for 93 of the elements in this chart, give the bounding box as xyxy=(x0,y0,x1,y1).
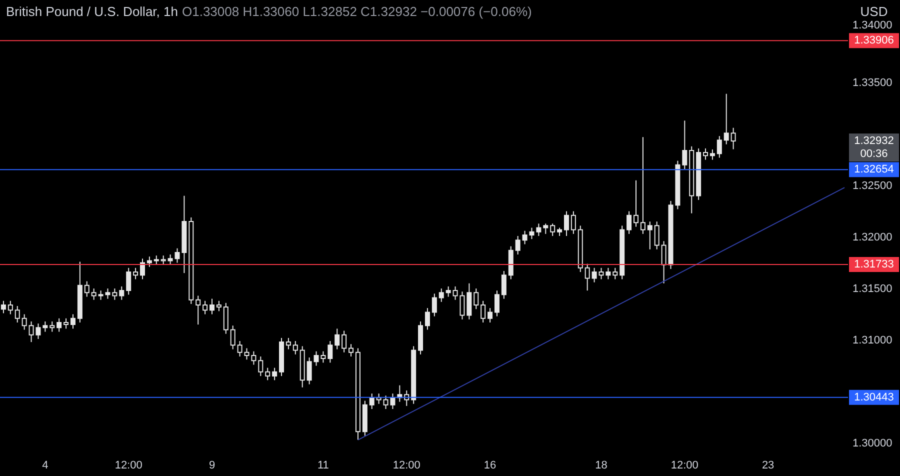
candlestick xyxy=(654,221,660,250)
candlestick xyxy=(265,367,270,381)
chart-subtitle: O1.33008 H1.33060 L1.32852 C1.32932 −0.00076 (−0.06%) xyxy=(182,4,532,19)
y-tick-label: 1.30000 xyxy=(852,438,892,450)
ref-line-label: 1.33906 xyxy=(854,34,894,47)
candlestick xyxy=(348,344,354,357)
candlestick xyxy=(50,320,55,332)
chart-title: British Pound / U.S. Dollar, 1h xyxy=(6,4,178,19)
candlestick xyxy=(564,210,569,236)
candlestick xyxy=(710,148,715,160)
candlestick xyxy=(292,340,298,355)
candlestick xyxy=(306,357,312,385)
candlestick xyxy=(42,320,48,332)
candlestick xyxy=(466,282,472,320)
candlestick xyxy=(216,300,222,312)
candlestick xyxy=(64,318,69,330)
y-tick-label: 1.34000 xyxy=(852,20,892,32)
candlestick xyxy=(237,340,242,357)
x-tick-label: 12:00 xyxy=(670,460,698,472)
candlestick xyxy=(22,314,27,330)
candlestick xyxy=(84,280,90,298)
candlestick xyxy=(8,300,13,315)
candlestick xyxy=(536,223,542,236)
candlestick xyxy=(446,286,451,298)
candlestick xyxy=(626,210,632,234)
candlestick xyxy=(334,328,340,350)
candlestick xyxy=(432,293,437,317)
candlestick xyxy=(606,267,611,280)
candlestick xyxy=(202,300,208,315)
candlestick xyxy=(369,393,374,410)
candlestick xyxy=(133,267,138,280)
candlestick xyxy=(640,136,646,234)
candlestick xyxy=(210,298,214,315)
x-tick-label: 9 xyxy=(208,460,216,472)
candlestick xyxy=(160,255,166,266)
candlestick xyxy=(119,286,124,300)
candlestick xyxy=(488,308,493,323)
candlestick xyxy=(494,290,500,317)
candlestick xyxy=(342,330,347,353)
candlestick xyxy=(570,210,576,234)
candlestick xyxy=(70,314,76,330)
candlestick xyxy=(716,136,722,158)
ref-line-label: 1.31733 xyxy=(854,258,894,270)
candlestick xyxy=(112,288,118,300)
candlestick xyxy=(328,340,333,364)
y-tick-label: 1.32500 xyxy=(852,180,892,192)
candlestick xyxy=(647,221,652,250)
ref-line-label: 1.30443 xyxy=(854,391,894,404)
x-tick-label: 4 xyxy=(42,460,48,472)
x-tick-label: 11 xyxy=(318,460,329,472)
candlestick xyxy=(724,93,729,145)
candlestick xyxy=(634,180,638,228)
ref-line-label: 1.32654 xyxy=(854,164,894,176)
candlestick xyxy=(146,256,152,268)
y-tick-label: 1.33500 xyxy=(852,77,892,89)
candlestick xyxy=(258,356,264,377)
candlestick xyxy=(480,300,486,323)
candlestick xyxy=(474,288,479,310)
candlestick xyxy=(612,267,618,280)
candlestick xyxy=(438,288,444,302)
candlestick xyxy=(126,267,132,296)
candlestick xyxy=(196,295,201,326)
x-tick-label: 12:00 xyxy=(114,460,142,472)
x-tick-label: 18 xyxy=(595,460,608,472)
x-tick-label: 23 xyxy=(762,460,774,472)
candlestick xyxy=(140,258,145,280)
candlestick xyxy=(286,337,291,350)
candlestick xyxy=(515,235,520,256)
candlestick xyxy=(730,127,736,150)
candlestick xyxy=(550,223,556,236)
candlestick xyxy=(56,318,62,332)
y-tick-label: 1.31000 xyxy=(852,334,892,346)
y-axis-title: USD xyxy=(860,4,888,19)
candlestick xyxy=(543,223,548,234)
x-tick-label: 16 xyxy=(484,460,496,472)
y-tick-label: 1.31500 xyxy=(852,283,892,295)
y-tick-label: 1.32000 xyxy=(852,232,892,244)
candlestick xyxy=(272,367,278,381)
text: 00:36 xyxy=(860,148,888,160)
candlestick xyxy=(703,148,708,160)
text: 1.32932 xyxy=(854,135,894,148)
candlestick xyxy=(584,263,590,292)
candlestick xyxy=(223,302,228,334)
candlestick xyxy=(682,120,688,170)
x-tick-label: 12:00 xyxy=(392,460,420,472)
candlestick xyxy=(14,306,20,323)
candlestick xyxy=(0,300,6,314)
candlestick xyxy=(91,288,96,300)
candlestick xyxy=(154,255,159,266)
candlestick xyxy=(230,325,236,350)
candlestick xyxy=(501,270,506,300)
candlestick xyxy=(424,308,430,330)
candlestick xyxy=(661,240,666,284)
